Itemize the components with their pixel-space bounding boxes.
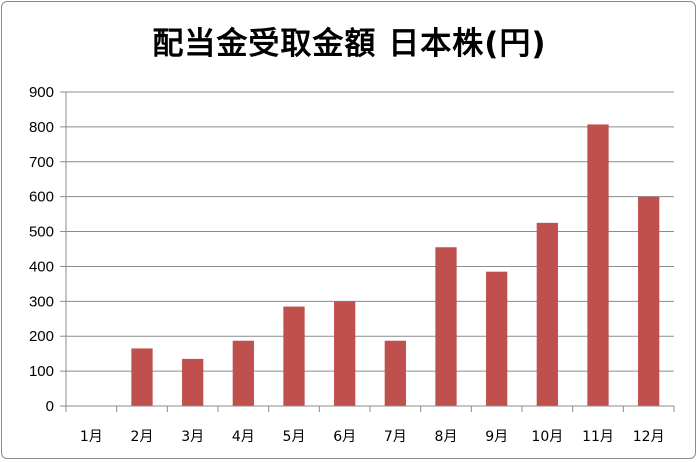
x-tick-label: 7月	[384, 429, 407, 445]
x-tick-label: 3月	[181, 429, 204, 445]
axes	[60, 91, 675, 412]
bars	[131, 124, 660, 407]
x-tick-labels: 1月 2月 3月 4月 5月 6月 7月 8月 9月 10月 11月 12月	[80, 429, 665, 445]
y-tick-label: 500	[29, 224, 54, 241]
bar-3月	[182, 358, 204, 406]
x-tick-label: 12月	[633, 429, 665, 445]
gridlines	[66, 91, 674, 372]
bar-4月	[232, 340, 254, 406]
x-tick-label: 9月	[485, 429, 508, 445]
x-tick-label: 11月	[582, 429, 614, 445]
y-tick-label: 100	[29, 363, 54, 380]
bar-10月	[536, 222, 558, 406]
x-tick-label: 5月	[283, 429, 306, 445]
x-tick-label: 6月	[333, 429, 356, 445]
y-tick-label: 400	[29, 258, 54, 275]
y-tick-label: 700	[29, 154, 54, 171]
y-tick-label: 0	[46, 398, 54, 415]
y-tick-label: 300	[29, 293, 54, 310]
chart-title: 配当金受取金額 日本株(円)	[152, 26, 547, 62]
x-tick-label: 2月	[131, 429, 154, 445]
x-tick-label: 10月	[531, 429, 563, 445]
x-tick-label: 1月	[80, 429, 103, 445]
bar-7月	[384, 340, 406, 406]
x-tick-label: 8月	[435, 429, 458, 445]
y-tick-label: 600	[29, 189, 54, 206]
bar-5月	[283, 306, 305, 406]
bar-6月	[334, 301, 356, 406]
y-tick-label: 200	[29, 328, 54, 345]
bar-2月	[131, 348, 153, 406]
y-tick-labels: 0 100 200 300 400 500 600 700 800 900	[29, 84, 54, 415]
y-tick-label: 900	[29, 84, 54, 101]
bar-12月	[638, 196, 660, 406]
bar-9月	[486, 271, 508, 406]
bar-11月	[587, 124, 609, 407]
bar-8月	[435, 247, 457, 406]
y-tick-label: 800	[29, 119, 54, 136]
x-tick-label: 4月	[232, 429, 255, 445]
